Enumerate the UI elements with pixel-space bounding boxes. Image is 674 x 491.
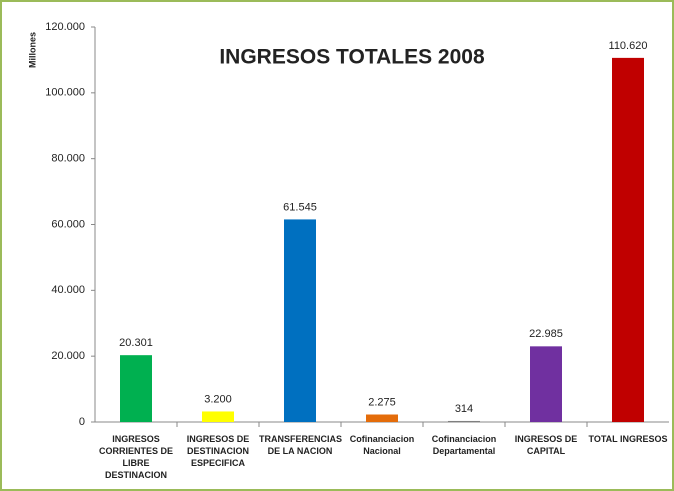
data-label: 314: [455, 403, 473, 415]
x-tick-label: INGRESOS DE CAPITAL: [514, 434, 578, 456]
data-label: 22.985: [529, 328, 563, 340]
x-tick-label: Cofinanciacion Departamental: [431, 434, 497, 456]
y-axis-label: Millones: [27, 32, 37, 68]
data-label: 2.275: [368, 396, 396, 408]
y-tick-label: 0: [79, 416, 85, 428]
bar: [530, 346, 562, 422]
y-tick-label: 80.000: [51, 153, 85, 165]
y-tick-label: 100.000: [45, 87, 85, 99]
chart-title: INGRESOS TOTALES 2008: [219, 46, 485, 69]
y-tick-label: 120.000: [45, 21, 85, 33]
bar: [612, 57, 644, 423]
y-tick-label: 60.000: [51, 218, 85, 230]
bar: [448, 420, 480, 422]
x-tick-label: TOTAL INGRESOS: [588, 434, 668, 444]
data-label: 61.545: [283, 201, 317, 213]
y-tick-label: 40.000: [51, 284, 85, 296]
data-label: 20.301: [119, 337, 153, 349]
bar: [202, 411, 234, 422]
x-tick-label: INGRESOS DE DESTINACION ESPECIFICA: [186, 434, 250, 468]
x-tick-label: TRANSFERENCIAS DE LA NACION: [259, 434, 343, 456]
data-label: 110.620: [609, 40, 648, 52]
x-tick-label: Cofinanciacion Nacional: [349, 434, 415, 456]
x-tick-label: INGRESOS CORRIENTES DE LIBRE DESTINACION: [98, 434, 173, 480]
bar: [120, 355, 152, 422]
bar: [284, 219, 316, 422]
bar: [366, 414, 398, 422]
y-tick-label: 20.000: [51, 350, 85, 362]
data-label: 3.200: [204, 393, 232, 405]
